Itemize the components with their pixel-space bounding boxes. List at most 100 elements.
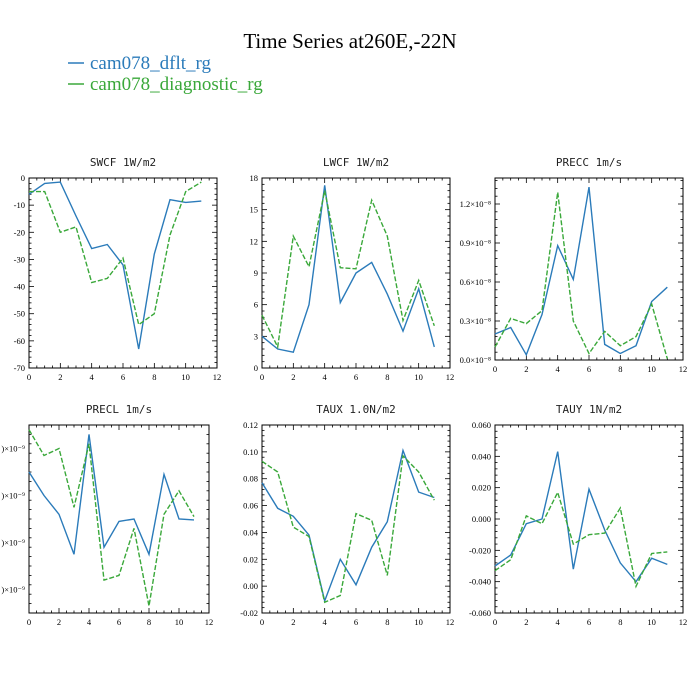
panel-lwcf: LWCF 1W/m2 0 2 4 6 8 10 12 0 3 6 9 12 15 18 [250, 156, 455, 382]
taux-ytick-label: 0.10 [243, 447, 258, 457]
legend-label-diagnostic: cam078_diagnostic_rg [90, 74, 263, 95]
panel-swcf: SWCF 1W/m2 0 2 4 6 8 10 12 -70 -60 -50 -40 -30 -20 -10… [14, 156, 222, 382]
swcf-title: SWCF 1W/m2 [90, 156, 156, 169]
precl-xtick-label: 12 [205, 617, 214, 627]
lwcf-xtick-label: 10 [414, 372, 423, 382]
precc-ytick-label: 1.2×10⁻⁸ [460, 199, 491, 209]
tauy-xtick-label: 6 [587, 617, 591, 627]
precc-ytick-label: 0.9×10⁻⁸ [460, 238, 491, 248]
swcf-ytick-label: -60 [14, 336, 25, 346]
swcf-xtick-label: 12 [213, 372, 222, 382]
taux-xtick-label: 10 [414, 617, 423, 627]
lwcf-xtick-label: 4 [323, 372, 328, 382]
precc-title: PRECC 1m/s [556, 156, 622, 169]
legend-label-dflt: cam078_dflt_rg [90, 53, 212, 74]
precc-series-dflt-line [494, 186, 668, 357]
swcf-xtick-label: 8 [152, 372, 156, 382]
lwcf-ytick-label: 3 [254, 331, 258, 341]
tauy-plot-frame [494, 424, 684, 614]
lwcf-series-diagnostic-line [261, 190, 435, 350]
precc-xtick-label: 12 [679, 364, 688, 374]
tauy-series-diagnostic-line [494, 490, 668, 589]
precl-series-diagnostic-line [28, 429, 195, 607]
tauy-xtick-label: 4 [556, 617, 561, 627]
precl-ytick-label: )×10⁻⁹ [1, 491, 25, 501]
panel-precc: PRECC 1m/s 0 2 4 6 8 10 12 0.0×10⁻⁸ 0.3×10⁻⁸ 0.6×1… [460, 156, 688, 374]
lwcf-ytick-label: 0 [254, 363, 258, 373]
tauy-ytick-label: -0.060 [469, 608, 491, 618]
tauy-xtick-label: 2 [524, 617, 528, 627]
tauy-ytick-label: 0.060 [472, 420, 491, 430]
swcf-ytick-label: -40 [14, 282, 25, 292]
taux-ytick-label: 0.08 [243, 474, 258, 484]
tauy-ytick-label: 0.000 [472, 514, 491, 524]
taux-xtick-label: 8 [385, 617, 389, 627]
swcf-ytick-label: -20 [14, 227, 25, 237]
taux-series-diagnostic-line [261, 454, 435, 604]
swcf-xtick-label: 6 [121, 372, 125, 382]
lwcf-xtick-label: 6 [354, 372, 358, 382]
panel-taux: TAUX 1.0N/m2 0 2 4 6 8 10 12 -0.02 0.00 0.02 0.04 0.… [240, 403, 454, 627]
precl-series-dflt-line [28, 434, 195, 557]
panel-precl: PRECL 1m/s 0 2 4 6 8 10 12 )×10⁻⁹ )×10⁻⁹ )×10⁻⁹ )×1… [1, 403, 213, 627]
tauy-series-dflt-line [494, 451, 668, 583]
precl-xtick-label: 2 [57, 617, 61, 627]
precl-xtick-label: 8 [147, 617, 151, 627]
precl-xtick-label: 0 [27, 617, 31, 627]
precl-xtick-label: 6 [117, 617, 121, 627]
taux-xtick-label: 0 [260, 617, 264, 627]
swcf-ytick-label: 0 [21, 173, 25, 183]
swcf-plot-frame [28, 177, 218, 369]
precc-ytick-label: 0.3×10⁻⁸ [460, 316, 491, 326]
legend: cam078_dflt_rg cam078_diagnostic_rg [68, 53, 263, 95]
taux-ytick-label: 0.04 [243, 527, 259, 537]
lwcf-xtick-label: 12 [446, 372, 455, 382]
tauy-title: TAUY 1N/m2 [556, 403, 622, 416]
figure-title: Time Series at260E,-22N [243, 29, 456, 53]
tauy-xtick-label: 10 [647, 617, 656, 627]
precl-xtick-label: 10 [175, 617, 184, 627]
taux-xtick-label: 12 [446, 617, 455, 627]
taux-ytick-label: 0.12 [243, 420, 258, 430]
lwcf-ytick-label: 6 [254, 300, 258, 310]
taux-ytick-label: -0.02 [240, 608, 258, 618]
lwcf-series-dflt-line [261, 185, 435, 354]
taux-xtick-label: 4 [323, 617, 328, 627]
lwcf-ytick-label: 18 [250, 173, 259, 183]
lwcf-ytick-label: 15 [250, 205, 259, 215]
tauy-xtick-label: 12 [679, 617, 688, 627]
precc-plot-frame [494, 177, 684, 361]
taux-xtick-label: 6 [354, 617, 358, 627]
lwcf-xtick-label: 2 [291, 372, 295, 382]
tauy-xtick-label: 8 [618, 617, 622, 627]
lwcf-ytick-label: 12 [250, 236, 259, 246]
swcf-series-diagnostic-line [29, 181, 202, 326]
precl-ytick-label: )×10⁻⁹ [1, 585, 25, 595]
taux-ytick-label: 0.02 [243, 554, 258, 564]
taux-xtick-label: 2 [291, 617, 295, 627]
panel-tauy: TAUY 1N/m2 0 2 4 6 8 10 12 -0.060 -0.040 -0.020 0.0… [469, 403, 687, 627]
tauy-ytick-label: -0.020 [469, 545, 491, 555]
tauy-ytick-label: 0.040 [472, 451, 491, 461]
swcf-series-dflt-line [28, 181, 202, 350]
swcf-ytick-label: -10 [14, 200, 25, 210]
precl-ytick-label: )×10⁻⁹ [1, 538, 25, 548]
precc-xtick-label: 10 [647, 364, 656, 374]
precc-xtick-label: 8 [618, 364, 622, 374]
swcf-xtick-label: 4 [90, 372, 95, 382]
swcf-ytick-label: -50 [14, 309, 25, 319]
taux-ytick-label: 0.00 [243, 581, 258, 591]
precl-xtick-label: 4 [87, 617, 92, 627]
tauy-ytick-label: -0.040 [469, 577, 491, 587]
precl-ytick-label: )×10⁻⁹ [1, 444, 25, 454]
precc-xtick-label: 2 [524, 364, 528, 374]
swcf-xtick-label: 2 [58, 372, 62, 382]
precl-title: PRECL 1m/s [86, 403, 152, 416]
precc-xtick-label: 0 [493, 364, 497, 374]
lwcf-title: LWCF 1W/m2 [323, 156, 389, 169]
lwcf-ytick-label: 9 [254, 268, 258, 278]
swcf-ytick-label: -30 [14, 254, 25, 264]
tauy-ytick-label: 0.020 [472, 483, 491, 493]
tauy-xtick-label: 0 [493, 617, 497, 627]
